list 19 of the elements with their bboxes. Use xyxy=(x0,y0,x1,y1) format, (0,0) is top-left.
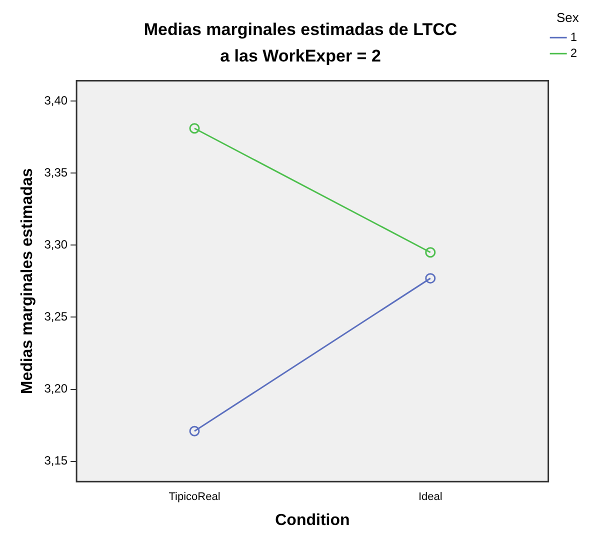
legend-label: 1 xyxy=(570,30,578,44)
chart-title: Medias marginales estimadas de LTCC xyxy=(144,20,458,39)
y-tick-label: 3,25 xyxy=(44,310,68,324)
y-axis-title: Medias marginales estimadas xyxy=(19,168,36,394)
y-tick-label: 3,40 xyxy=(44,93,68,108)
chart-subtitle: a las WorkExper = 2 xyxy=(220,46,381,66)
y-tick-label: 3,15 xyxy=(44,454,68,468)
legend-title: Sex xyxy=(556,10,580,26)
y-tick-label: 3,30 xyxy=(44,237,68,252)
point xyxy=(425,273,436,284)
legend-label: 2 xyxy=(570,46,578,60)
point xyxy=(425,247,436,258)
x-axis-title: Condition xyxy=(275,512,350,529)
x-tick-label: TipicoReal xyxy=(168,491,220,504)
x-tick-label: Ideal xyxy=(418,491,442,504)
y-tick-label: 3,35 xyxy=(44,165,68,180)
y-tick-label: 3,20 xyxy=(44,382,68,396)
point xyxy=(189,426,200,436)
point xyxy=(189,123,200,134)
